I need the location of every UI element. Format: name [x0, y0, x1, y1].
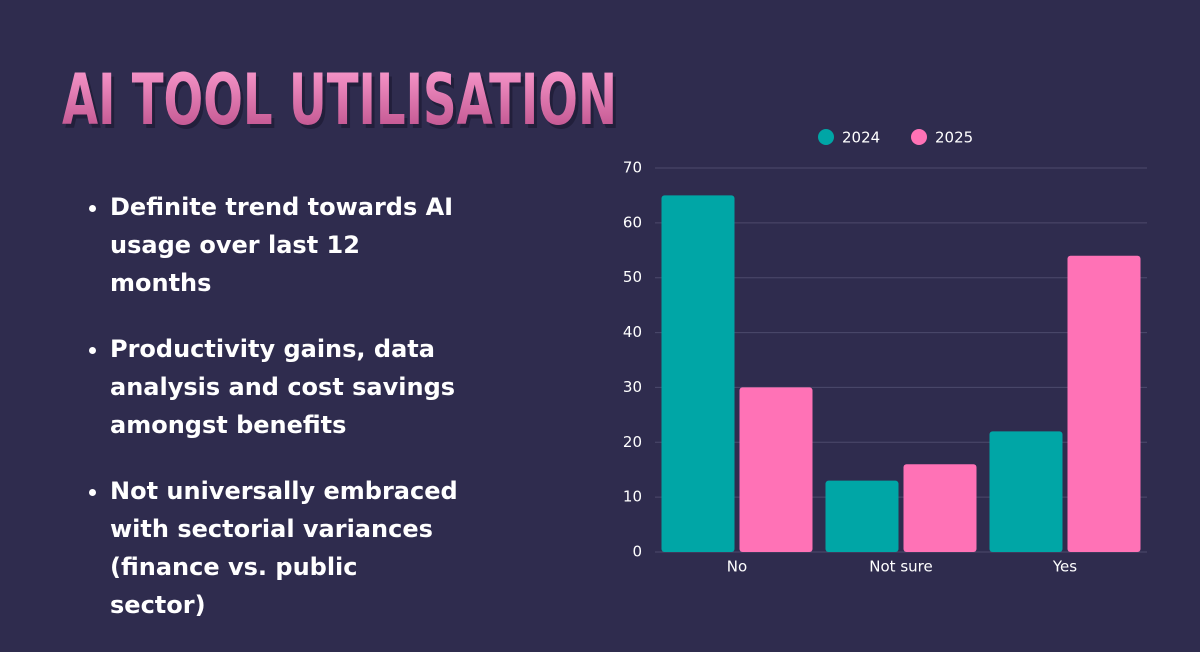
- title-box: AI TOOL UTILISATION AI TOOL UTILISATION: [62, 59, 620, 142]
- legend-label: 2025: [935, 129, 973, 147]
- legend-swatch: [818, 129, 834, 145]
- y-tick-label: 50: [623, 268, 642, 286]
- bar: [989, 431, 1063, 552]
- x-tick-label: No: [727, 558, 747, 576]
- title-shadow: AI TOOL UTILISATION: [65, 63, 620, 142]
- x-tick-label: Yes: [1052, 558, 1077, 576]
- bullet-list: Definite trend towards AI usage over las…: [86, 188, 460, 652]
- chart: 0 10 20 30 40 50 60 70 2024 2025 No Not sure Yes: [623, 129, 1147, 576]
- x-tick-label: Not sure: [869, 558, 932, 576]
- legend-label: 2024: [842, 129, 880, 147]
- bar: [661, 195, 735, 552]
- y-tick-label: 30: [623, 378, 642, 396]
- y-tick-label: 20: [623, 433, 642, 451]
- y-tick-label: 60: [623, 213, 642, 231]
- bar: [1067, 255, 1141, 552]
- bullet: Productivity gains, data analysis and co…: [110, 330, 460, 444]
- legend-swatch: [911, 129, 927, 145]
- title: AI TOOL UTILISATION: [62, 59, 617, 141]
- bar: [825, 480, 899, 552]
- y-tick-label: 40: [623, 323, 642, 341]
- bar: [739, 387, 813, 552]
- bar: [903, 464, 977, 552]
- bullet: Not universally embraced with sectorial …: [110, 472, 460, 624]
- y-tick-label: 70: [623, 159, 642, 177]
- y-tick-label: 0: [632, 543, 642, 561]
- page: AI TOOL UTILISATION AI TOOL UTILISATION …: [0, 0, 1200, 628]
- bullet: Definite trend towards AI usage over las…: [110, 188, 460, 302]
- y-tick-label: 10: [623, 488, 642, 506]
